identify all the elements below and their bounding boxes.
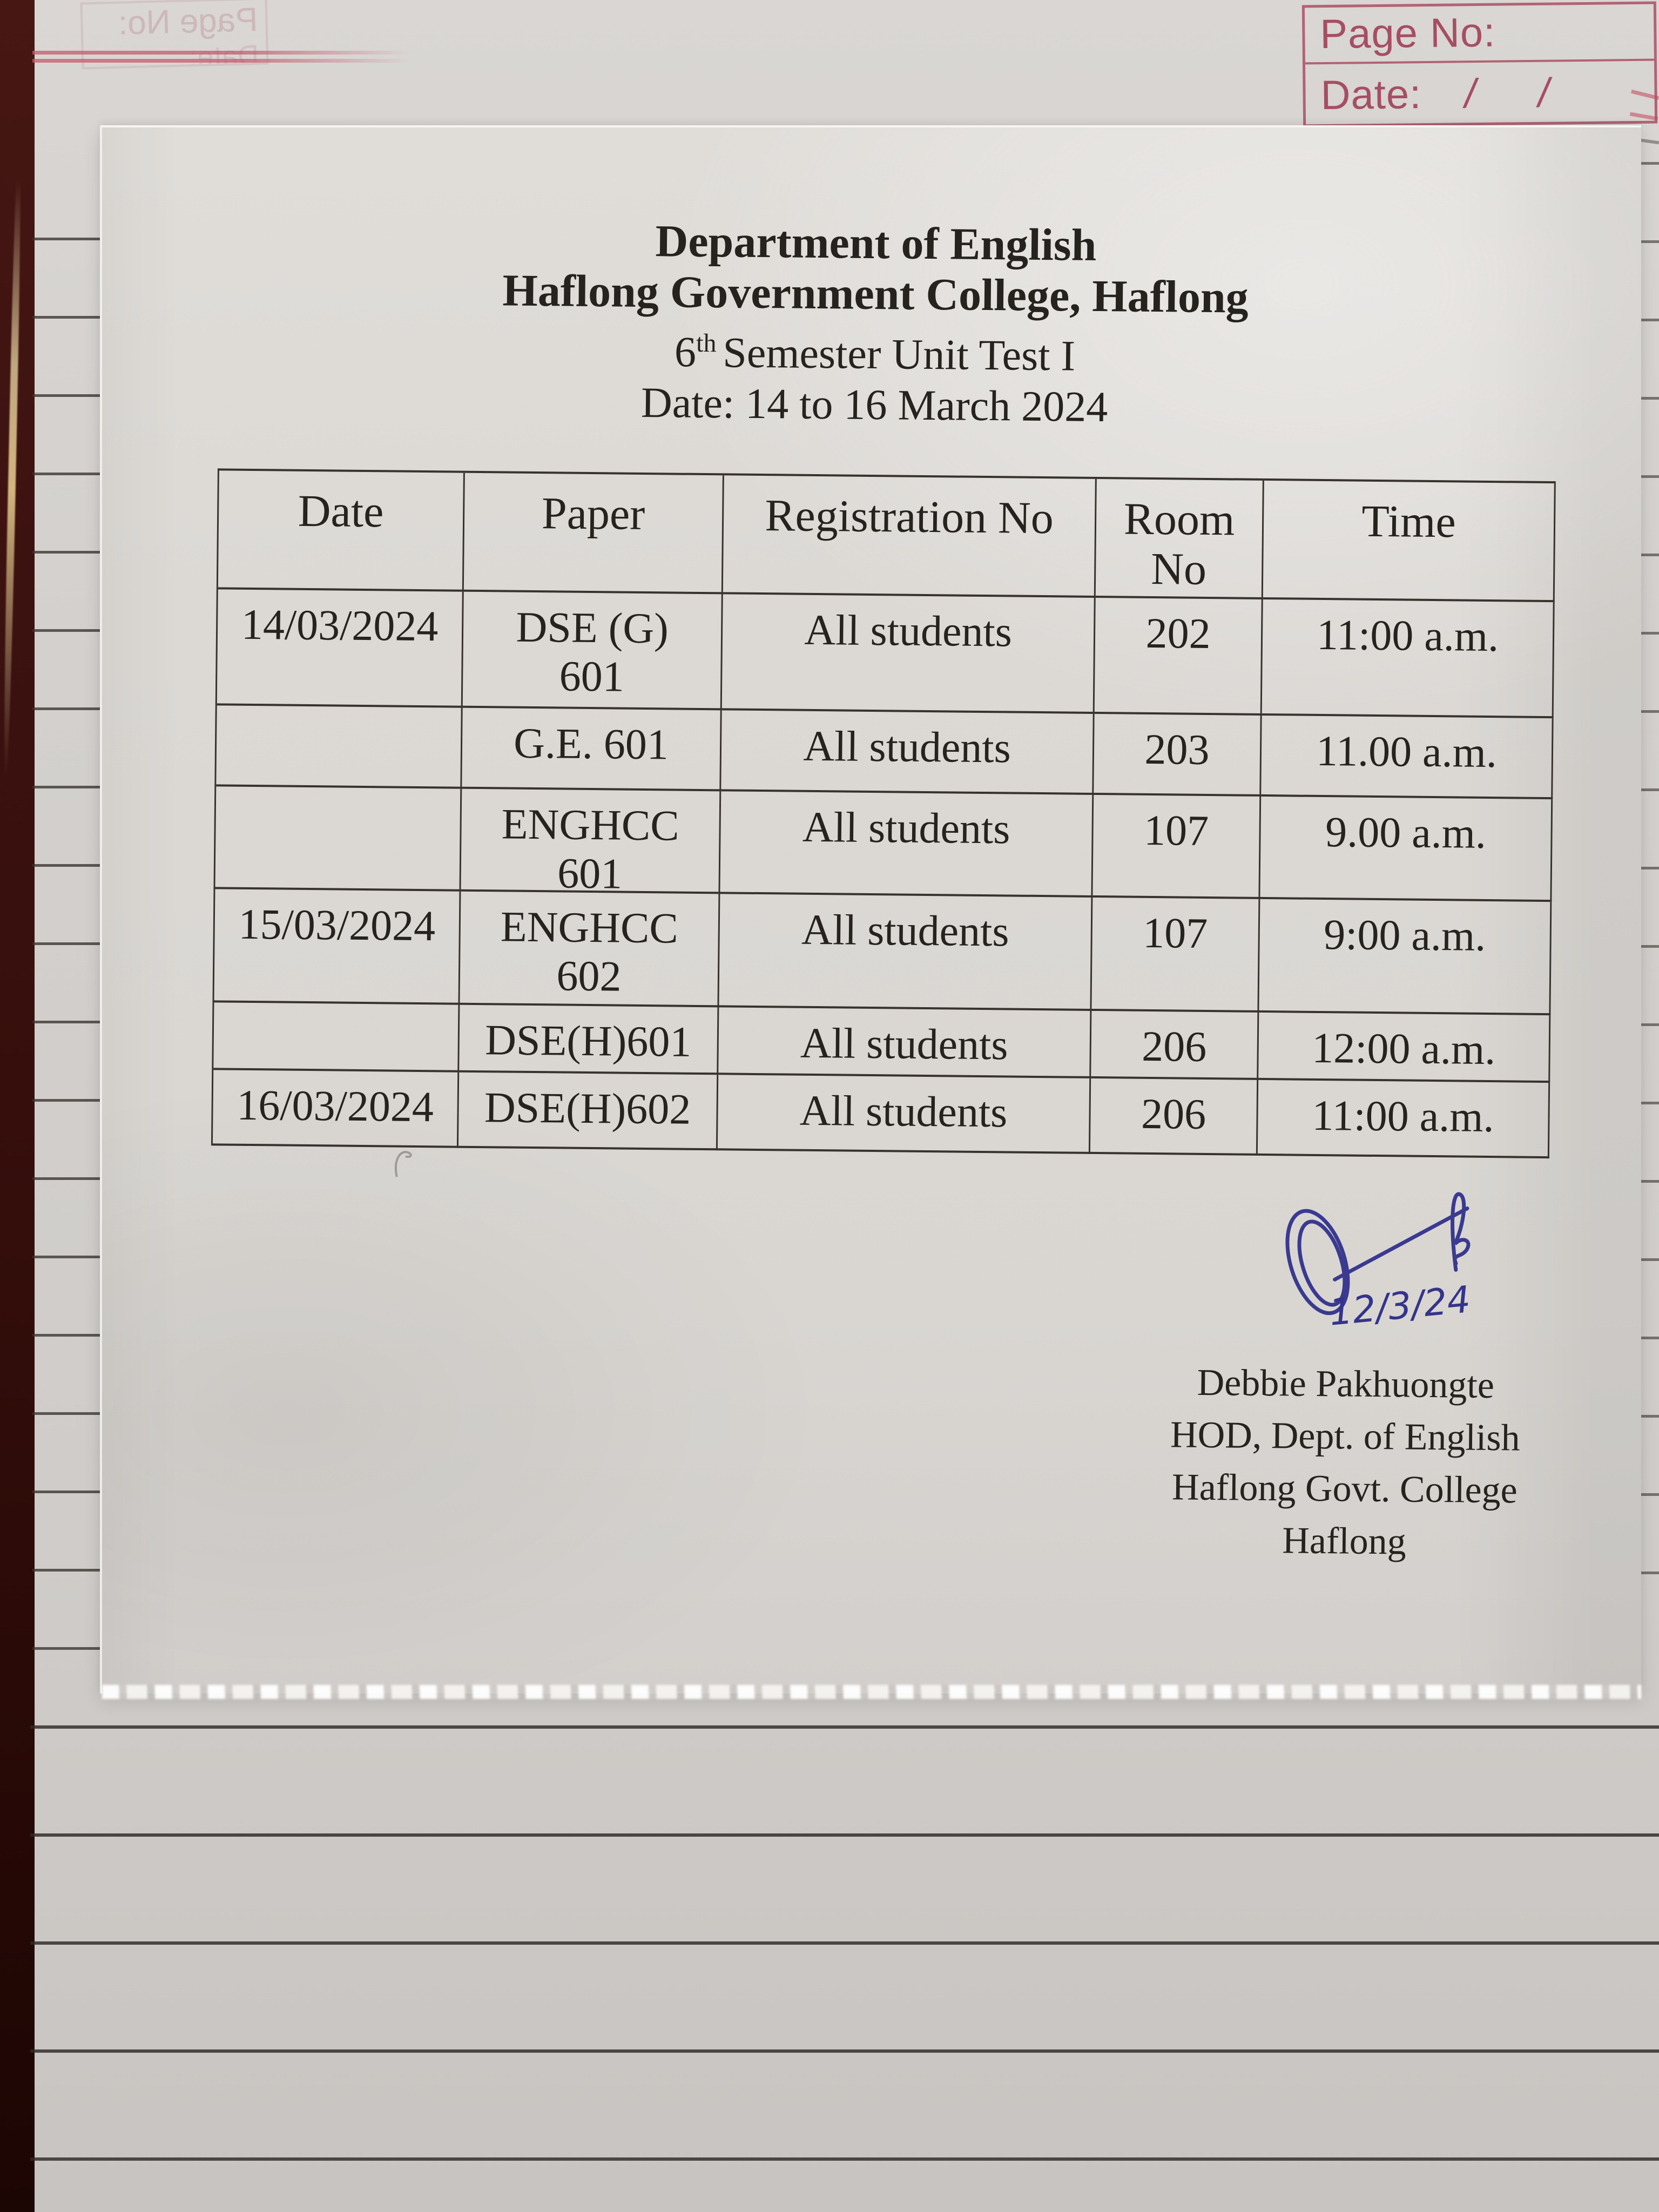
cell-paper: ENGHCC 601 bbox=[461, 788, 721, 894]
cell-room: 203 bbox=[1094, 713, 1262, 797]
cell-date bbox=[215, 786, 462, 892]
stray-pen-mark bbox=[395, 1151, 412, 1177]
torn-paper-edge bbox=[102, 1685, 1641, 1699]
signatory-name: Debbie Pakhuongte bbox=[1197, 1361, 1495, 1407]
cell-room: 202 bbox=[1094, 597, 1263, 716]
cell-time: 12:00 a.m. bbox=[1258, 1012, 1551, 1083]
exam-schedule-table: Date Paper Registration No Room No Time … bbox=[211, 468, 1556, 1159]
cell-date: 15/03/2024 bbox=[214, 889, 461, 1005]
signatory-institution: Haflong Govt. College bbox=[1171, 1466, 1518, 1512]
cell-room: 206 bbox=[1090, 1078, 1259, 1156]
column-header-paper: Paper bbox=[463, 473, 724, 595]
cell-registration: All students bbox=[718, 1007, 1092, 1078]
cell-paper: DSE(H)601 bbox=[459, 1004, 719, 1075]
page-no-label: Page No: bbox=[1319, 9, 1496, 58]
page-no-date-stamp: Page No: Date: / / bbox=[1301, 1, 1658, 127]
column-header-time: Time bbox=[1263, 480, 1556, 603]
cell-paper: DSE(H)602 bbox=[458, 1072, 719, 1151]
date-slash: / bbox=[1461, 70, 1481, 117]
semester-ordinal: th bbox=[696, 328, 717, 358]
cell-time: 9:00 a.m. bbox=[1259, 899, 1552, 1016]
cell-paper: G.E. 601 bbox=[462, 707, 722, 792]
cell-registration: All students bbox=[720, 791, 1094, 898]
notice-heading: Department of English Haflong Government… bbox=[105, 211, 1646, 437]
cell-date bbox=[216, 705, 463, 789]
signature-scribble bbox=[1285, 1192, 1471, 1316]
date-slash: / bbox=[1534, 70, 1554, 116]
cell-time: 11:00 a.m. bbox=[1257, 1080, 1550, 1159]
cell-date: 16/03/2024 bbox=[212, 1070, 460, 1148]
signature-ink: 12/3/24 bbox=[1285, 1192, 1472, 1334]
column-header-date: Date bbox=[218, 470, 465, 592]
stamp-page-no-row: Page No: bbox=[1304, 4, 1654, 65]
ruled-lines-bottom bbox=[30, 1693, 1659, 2212]
pasted-notice-sheet: Department of English Haflong Government… bbox=[100, 125, 1641, 1699]
bleed-through-stamp: Page No: Date: bbox=[80, 0, 269, 70]
signatory-block: Debbie Pakhuongte HOD, Dept. of English … bbox=[1139, 1356, 1552, 1569]
red-margin-line bbox=[32, 51, 410, 55]
ruled-lines-left-margin bbox=[32, 162, 100, 1653]
cell-date: 14/03/2024 bbox=[217, 589, 464, 708]
bleed-page-no-label: Page No: bbox=[118, 1, 259, 42]
date-label: Date: bbox=[1320, 71, 1422, 119]
cell-time: 11.00 a.m. bbox=[1261, 715, 1554, 800]
column-header-registration: Registration No bbox=[723, 475, 1097, 598]
cell-registration: All students bbox=[719, 894, 1093, 1011]
signatory-designation: HOD, Dept. of English bbox=[1170, 1414, 1520, 1459]
cell-paper: DSE (G) 601 bbox=[462, 591, 723, 711]
cell-registration: All students bbox=[721, 594, 1096, 714]
cell-date bbox=[213, 1002, 460, 1073]
stamp-date-row: Date: / / bbox=[1305, 61, 1655, 119]
semester-number: 6 bbox=[674, 328, 697, 376]
bleed-date-label: Date: bbox=[188, 39, 259, 70]
cell-room: 107 bbox=[1092, 794, 1262, 899]
cell-registration: All students bbox=[717, 1075, 1091, 1154]
semester-text: Semester Unit Test I bbox=[722, 328, 1076, 380]
column-header-room: Room No bbox=[1095, 478, 1264, 599]
cell-paper: ENGHCC 602 bbox=[460, 891, 720, 1008]
printed-notice: Department of English Haflong Government… bbox=[92, 120, 1647, 1701]
red-margin-line bbox=[32, 59, 410, 63]
cell-room: 107 bbox=[1091, 897, 1260, 1013]
signatory-place: Haflong bbox=[1282, 1520, 1407, 1563]
cell-registration: All students bbox=[721, 710, 1095, 795]
cell-time: 9.00 a.m. bbox=[1260, 796, 1553, 902]
cell-room: 206 bbox=[1091, 1010, 1259, 1080]
cell-time: 11:00 a.m. bbox=[1262, 599, 1555, 719]
